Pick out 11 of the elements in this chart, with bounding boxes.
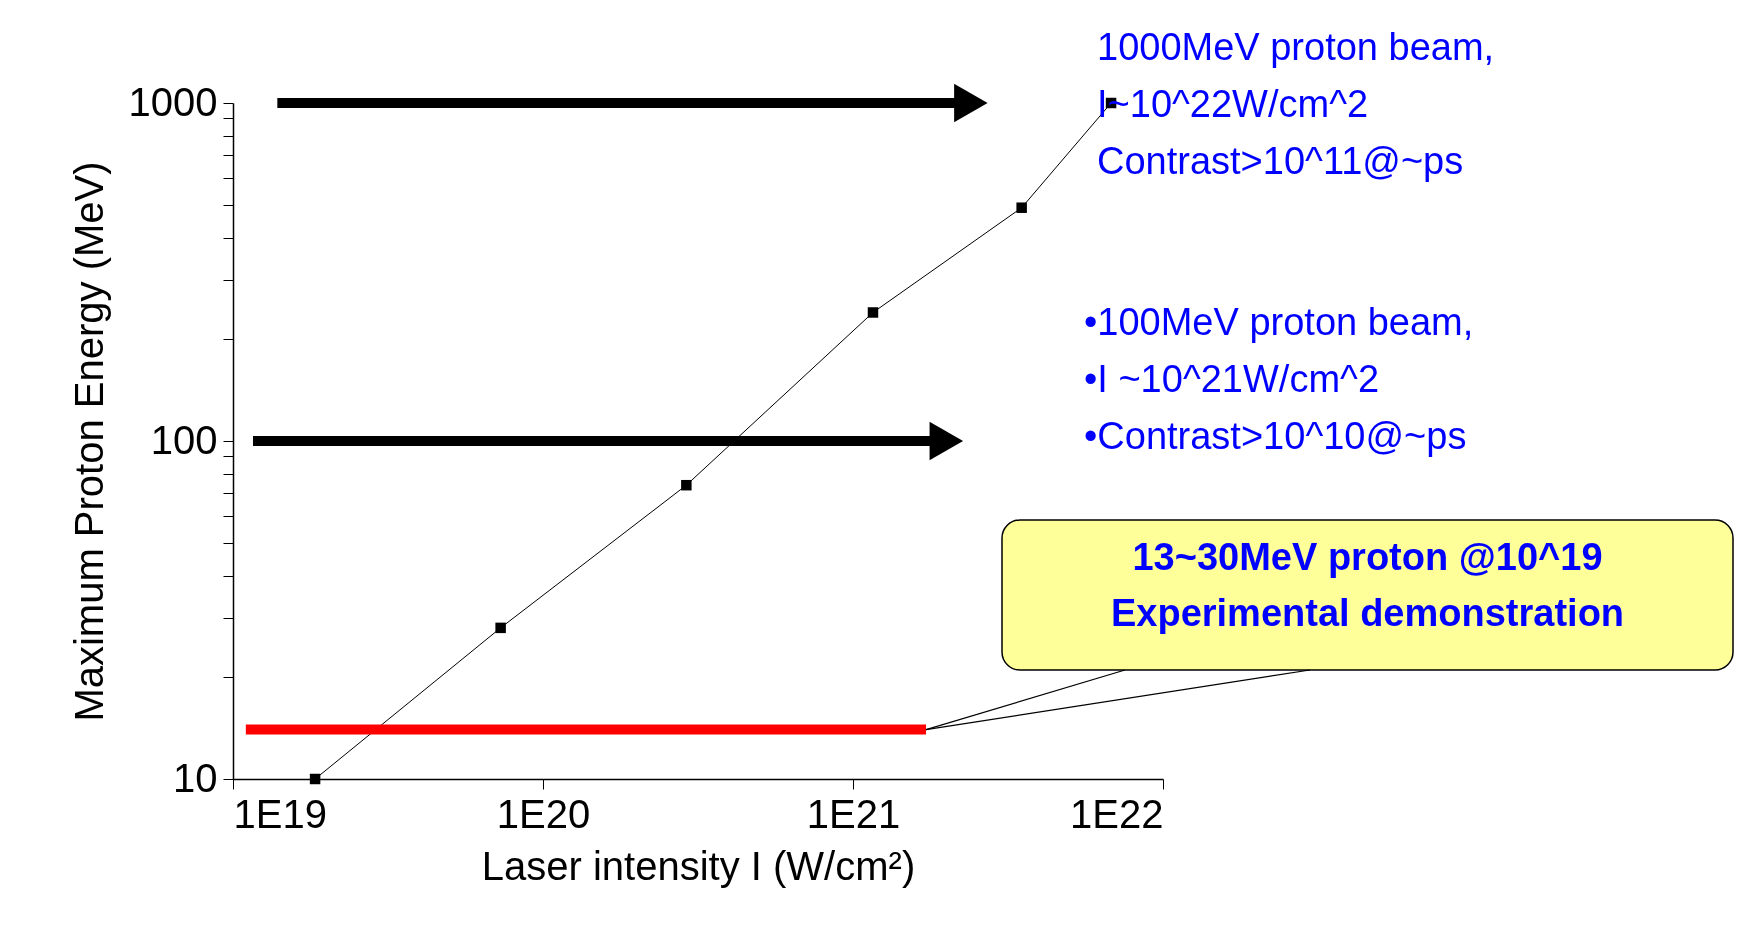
annotation: 1000MeV proton beam, I~10^22W/cm^2 Contrast>10^11@~ps — [1097, 26, 1495, 182]
y-tick-label: 100 — [150, 417, 218, 462]
x-tick-label: 1E19 — [233, 791, 327, 836]
y-tick-label: 10 — [173, 755, 218, 800]
x-axis-title: Laser intensity I (W/cm²) — [481, 843, 916, 888]
x-tick-label: 1E20 — [496, 791, 591, 836]
x-tick-label: 1E22 — [1070, 791, 1164, 836]
y-tick-label: 1000 — [128, 79, 218, 124]
x-tick-label: 1E21 — [806, 791, 901, 836]
annotation: •100MeV proton beam, •I ~10^21W/cm^2 •Contrast>10^10@~ps — [1084, 301, 1474, 457]
y-axis-title: Maximum Proton Energy (MeV) — [66, 161, 111, 722]
